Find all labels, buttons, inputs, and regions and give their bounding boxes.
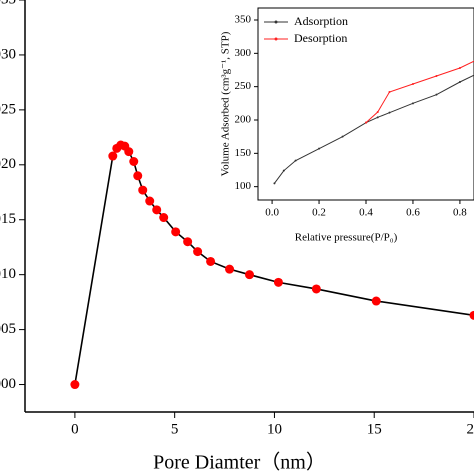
x-axis-label: Relative pressure(P/P₀) xyxy=(295,232,398,244)
data-point xyxy=(159,213,169,223)
data-point xyxy=(435,75,438,77)
y-tick-label: 0.030 xyxy=(0,46,16,62)
x-axis-label: Pore Diamter（nm） xyxy=(153,451,326,474)
data-point xyxy=(70,380,80,390)
legend-label: Desorption xyxy=(294,31,347,45)
data-point xyxy=(411,83,414,85)
x-tick-label: 0.2 xyxy=(312,206,326,218)
legend-marker xyxy=(274,20,278,24)
x-tick-label: 0.0 xyxy=(265,206,279,218)
data-point xyxy=(411,102,414,105)
legend-marker xyxy=(274,37,278,41)
y-tick-label: 200 xyxy=(235,114,252,126)
data-point xyxy=(341,135,344,138)
data-point xyxy=(183,237,193,247)
x-tick-label: 0.6 xyxy=(406,206,420,218)
x-tick-label: 0 xyxy=(71,421,79,437)
x-tick-label: 10 xyxy=(267,421,282,437)
y-tick-label: 300 xyxy=(235,47,252,59)
y-tick-label: 0.035 xyxy=(0,0,16,7)
data-point xyxy=(371,296,381,306)
data-point xyxy=(294,159,297,162)
data-point xyxy=(365,121,367,124)
y-tick-label: 100 xyxy=(235,180,252,192)
y-tick-label: 0.010 xyxy=(0,266,16,282)
y-tick-label: 150 xyxy=(235,147,252,159)
data-point xyxy=(376,111,379,113)
data-point xyxy=(145,196,155,206)
data-point xyxy=(311,284,321,294)
data-point xyxy=(193,247,203,257)
legend-label: Adsorption xyxy=(294,14,348,28)
x-tick-label: 0.4 xyxy=(359,206,373,218)
y-tick-label: 0.000 xyxy=(0,376,16,392)
x-tick-label: 20 xyxy=(467,421,474,437)
x-tick-label: 5 xyxy=(171,421,179,437)
series-line xyxy=(274,74,474,184)
data-point xyxy=(206,256,216,266)
data-point xyxy=(435,93,438,96)
y-tick-label: 0.005 xyxy=(0,321,16,337)
data-point xyxy=(225,264,235,274)
data-point xyxy=(458,67,461,69)
data-point xyxy=(469,310,474,320)
y-tick-label: 250 xyxy=(235,80,252,92)
data-point xyxy=(171,227,181,237)
data-point xyxy=(388,111,391,114)
data-point xyxy=(138,185,148,195)
data-point xyxy=(152,205,162,215)
data-point xyxy=(376,116,379,119)
data-point xyxy=(133,171,143,181)
data-point xyxy=(282,169,285,172)
data-point xyxy=(273,277,283,287)
data-point xyxy=(273,182,276,185)
x-tick-label: 15 xyxy=(367,421,382,437)
y-axis-label: Volume Adsorbed (cm³g⁻¹, STP) xyxy=(220,31,232,176)
data-point xyxy=(129,157,139,167)
data-point xyxy=(108,151,118,161)
inset-bg xyxy=(257,7,474,201)
data-point xyxy=(388,91,391,93)
y-tick-label: 0.025 xyxy=(0,101,16,117)
y-tick-label: 350 xyxy=(235,14,252,26)
y-tick-label: 0.020 xyxy=(0,156,16,172)
data-point xyxy=(458,81,461,83)
data-point xyxy=(124,147,134,157)
x-tick-label: 0.8 xyxy=(453,206,467,218)
data-point xyxy=(245,270,254,280)
y-tick-label: 0.015 xyxy=(0,211,16,227)
data-point xyxy=(318,147,321,150)
